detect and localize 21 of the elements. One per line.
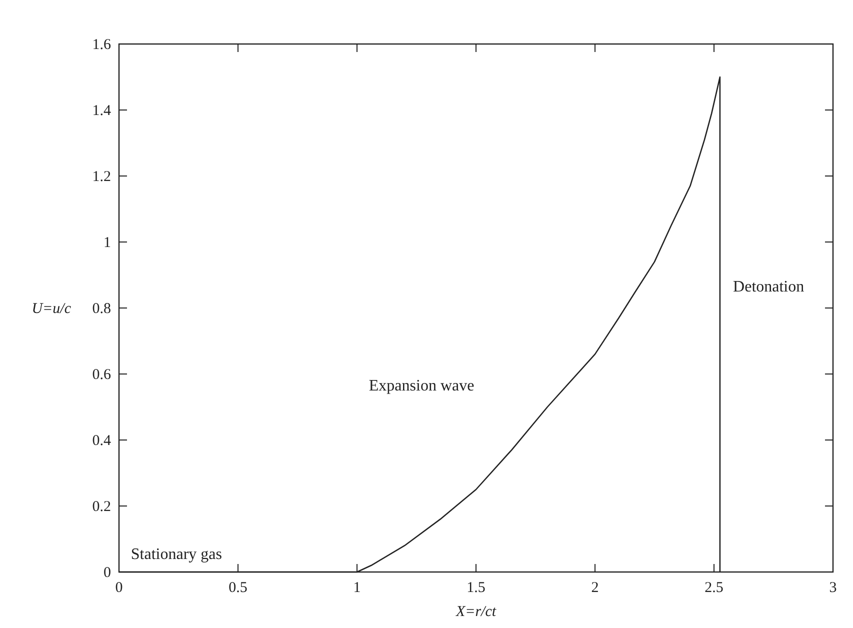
- x-tick-label: 0: [115, 580, 123, 596]
- y-tick-label: 0.8: [92, 301, 111, 317]
- y-axis-title: U=u/c: [32, 301, 72, 317]
- y-tick-label: 0.2: [92, 499, 111, 515]
- annotation: Expansion wave: [368, 378, 474, 394]
- y-tick-label: 0.4: [92, 433, 112, 449]
- y-tick-label: 1: [104, 235, 111, 251]
- x-tick-label: 2.5: [704, 580, 724, 596]
- x-tick-label: 3: [829, 580, 837, 596]
- annotation: Stationary gas: [130, 546, 222, 563]
- y-tick-label: 1.4: [92, 103, 112, 119]
- x-tick-label: 0.5: [228, 580, 248, 596]
- x-tick-label: 2: [591, 580, 599, 596]
- annotation: Detonation: [733, 278, 804, 296]
- x-axis-title: X=r/ct: [454, 604, 497, 620]
- y-tick-label: 1.2: [92, 169, 111, 185]
- x-tick-label: 1: [353, 580, 361, 596]
- y-tick-label: 0.6: [92, 367, 112, 383]
- y-tick-label: 1.6: [92, 37, 112, 53]
- y-tick-label: 0: [104, 565, 111, 581]
- x-tick-label: 1.5: [466, 580, 486, 596]
